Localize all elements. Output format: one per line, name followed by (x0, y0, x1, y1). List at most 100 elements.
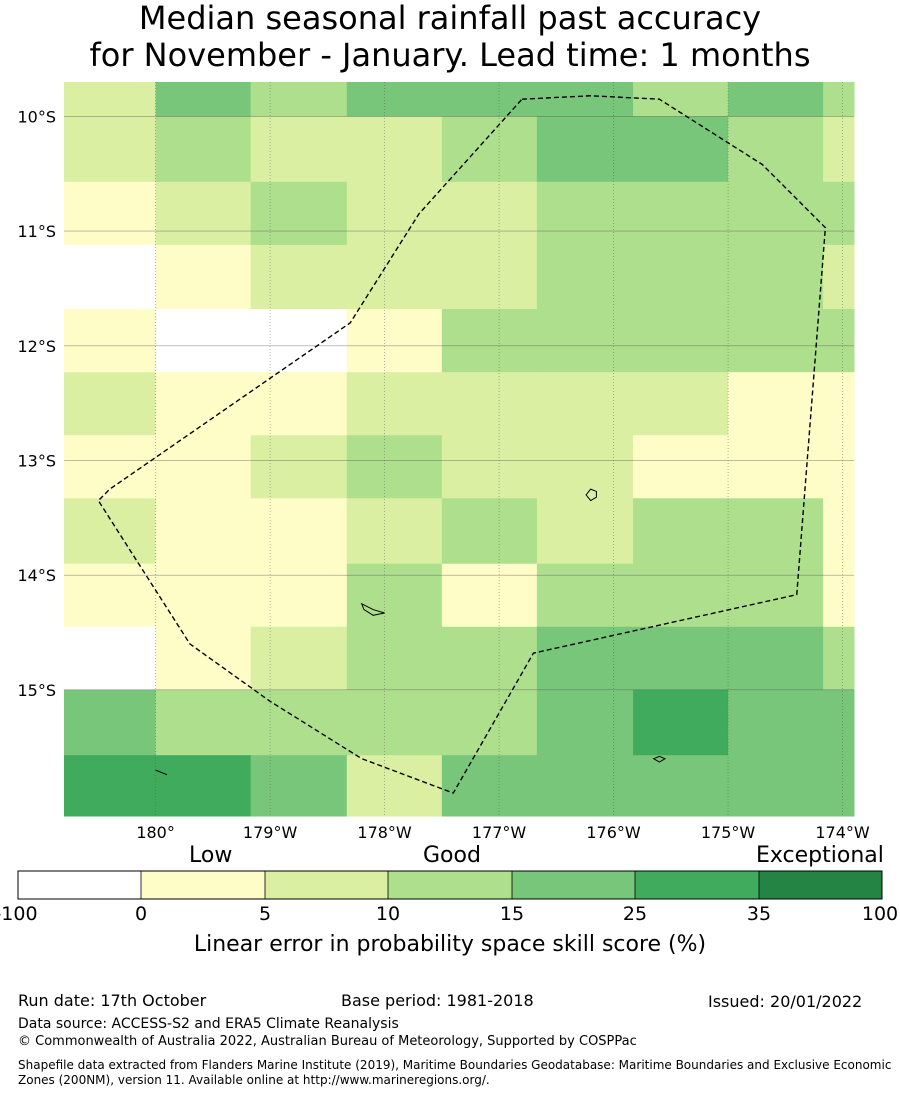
skill-cell (823, 498, 855, 565)
skill-cell (823, 689, 855, 756)
skill-cell (633, 498, 729, 565)
skill-cell (64, 116, 157, 183)
skill-cell (536, 82, 634, 117)
skill-cell (64, 755, 157, 817)
skill-cell (633, 82, 729, 117)
skill-cell (728, 626, 824, 691)
title-line-1: Median seasonal rainfall past accuracy (138, 0, 762, 37)
skill-cell (823, 755, 855, 817)
skill-cell (64, 309, 157, 373)
skill-cell (64, 82, 157, 117)
longitude-label: 177°W (472, 823, 527, 842)
skill-cell (633, 181, 729, 246)
colorbar-frame (17, 870, 883, 900)
skill-cell (64, 372, 157, 436)
copyright: © Commonwealth of Australia 2022, Austra… (18, 1034, 637, 1049)
skill-cell (536, 244, 634, 310)
skill-cell (250, 116, 348, 183)
skill-cell (250, 755, 348, 817)
skill-cell (346, 181, 443, 246)
skill-cell (64, 498, 157, 565)
skill-cell (441, 82, 538, 117)
latitude-label: 15°S (17, 681, 56, 700)
colorbar-tick: 100 (861, 903, 899, 925)
skill-cell (441, 309, 538, 373)
skill-cell (346, 563, 443, 628)
skill-cell (250, 181, 348, 246)
skill-cell (728, 309, 824, 373)
skill-cell (250, 244, 348, 310)
skill-cell (64, 435, 157, 499)
skill-cell (441, 689, 538, 756)
island-outline (652, 755, 667, 763)
skill-cell (823, 181, 855, 246)
skill-cell (155, 498, 252, 565)
latitude-label: 10°S (17, 107, 56, 126)
skill-cell (155, 244, 252, 310)
skill-cell (823, 309, 855, 373)
skill-cell (823, 116, 855, 183)
skill-cell (728, 116, 824, 183)
skill-cell (536, 116, 634, 183)
skill-cell (728, 181, 824, 246)
colorbar-tick: 25 (622, 903, 648, 925)
skill-cell (155, 372, 252, 436)
shapefile-credit: Shapefile data extracted from Flanders M… (18, 1058, 892, 1087)
skill-cell (64, 626, 157, 691)
longitude-label: 175°W (701, 823, 756, 842)
colorbar-segment (635, 871, 759, 899)
colorbar-segment (141, 871, 265, 899)
skill-cell (536, 181, 634, 246)
colorbar-segment (265, 871, 388, 899)
skill-cell (536, 626, 634, 691)
latitude-label: 11°S (17, 222, 56, 241)
skill-cell (155, 309, 252, 373)
skill-cell (155, 689, 252, 756)
colorbar-segment (759, 871, 882, 899)
skill-cell (346, 309, 443, 373)
colorbar-tick: 35 (746, 903, 772, 925)
skill-cell (441, 498, 538, 565)
skill-cell (633, 244, 729, 310)
skill-cell (441, 435, 538, 499)
skill-cell (633, 626, 729, 691)
colorbar-tick: 0 (134, 903, 148, 925)
skill-cell (823, 82, 855, 117)
skill-cell (536, 563, 634, 628)
latitude-label: 14°S (17, 566, 56, 585)
skill-cell (64, 563, 157, 628)
category-good: Good (423, 843, 481, 868)
longitude-label: 179°W (243, 823, 298, 842)
island-outline (585, 488, 597, 502)
island-outline (155, 769, 168, 776)
skill-cell (633, 755, 729, 817)
colorbar-segment (388, 871, 512, 899)
eez-boundary (97, 95, 827, 794)
skill-cell (441, 626, 538, 691)
colorbar-segment (18, 871, 141, 899)
latitude-label: 13°S (17, 451, 56, 470)
skill-cell (250, 435, 348, 499)
skill-cell (728, 435, 824, 499)
skill-cell (64, 689, 157, 756)
skill-cell (536, 372, 634, 436)
skill-cell (728, 244, 824, 310)
category-exceptional: Exceptional (756, 843, 884, 868)
skill-cell (441, 372, 538, 436)
skill-cell (633, 563, 729, 628)
skill-cell (346, 116, 443, 183)
colorbar-tick: 10 (375, 903, 401, 925)
skill-cell (250, 563, 348, 628)
skill-cell (536, 309, 634, 373)
skill-cell (250, 309, 348, 373)
data-source: Data source: ACCESS-S2 and ERA5 Climate … (18, 1016, 399, 1032)
skill-cell (823, 244, 855, 310)
skill-cell (823, 563, 855, 628)
skill-cell (441, 116, 538, 183)
skill-cell (250, 372, 348, 436)
category-low: Low (189, 843, 233, 868)
skill-cell (633, 116, 729, 183)
skill-cell (536, 689, 634, 756)
skill-cell (441, 244, 538, 310)
